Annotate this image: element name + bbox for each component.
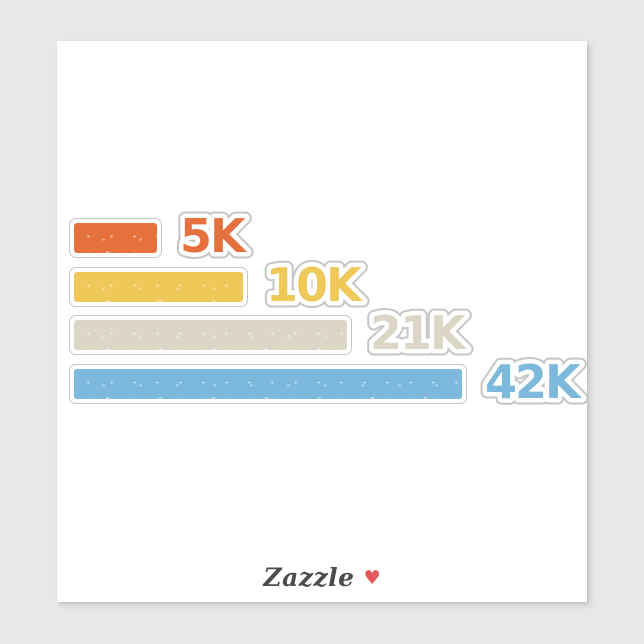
bar-5k (69, 218, 162, 258)
bar-fill-10k (74, 272, 243, 302)
bar-row-21k: 21K 21K (69, 300, 492, 367)
bar-fill-21k (74, 320, 347, 350)
bar-row-10k: 10K 10K (69, 252, 388, 319)
bar-42k (69, 364, 467, 404)
product-image-canvas[interactable]: 5K 5K 10K 10K 21K 21K 42K 42K Zazzle ♥ (57, 41, 592, 602)
bar-label-outline-5k: 5K (180, 209, 248, 263)
bar-fill-42k (74, 369, 462, 399)
bar-label-outline-21k: 21K (370, 306, 468, 360)
zazzle-footer: Zazzle ♥ (57, 563, 587, 592)
bar-label-text-5k: 5K (180, 209, 248, 263)
bar-row-42k: 42K 42K (69, 349, 607, 416)
bar-label-text-42k: 42K (485, 355, 583, 409)
bar-10k (69, 267, 248, 307)
bar-label-text-21k: 21K (370, 306, 468, 360)
bar-label-outline-10k: 10K (266, 258, 364, 312)
sticker-design: 5K 5K 10K 10K 21K 21K 42K 42K (57, 41, 592, 602)
bar-fill-5k (74, 223, 157, 253)
zazzle-logo: Zazzle (263, 563, 355, 592)
bar-label-outline-42k: 42K (485, 355, 583, 409)
bar-label-text-10k: 10K (266, 258, 364, 312)
bar-21k (69, 315, 352, 355)
bar-row-5k: 5K 5K (69, 203, 302, 270)
heart-icon: ♥ (363, 567, 381, 589)
